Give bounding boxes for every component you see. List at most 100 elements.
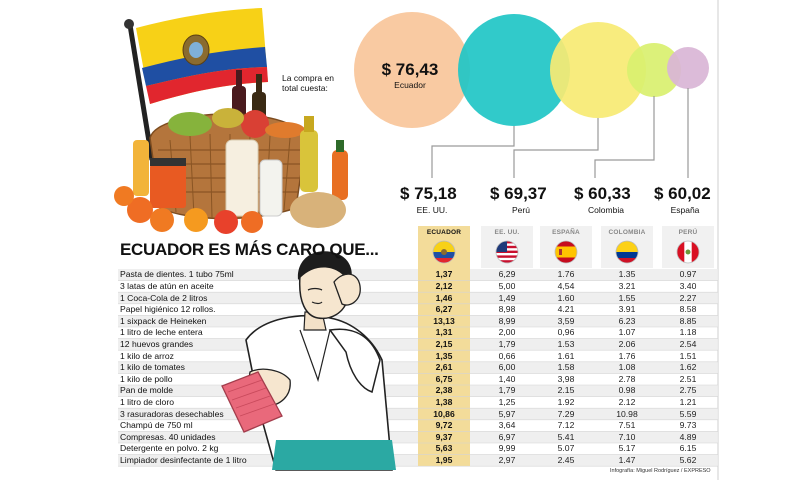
price-country-ecuador: Ecuador — [394, 80, 426, 90]
table-cell: 1.47 — [618, 455, 636, 465]
table-cell: 9,37 — [435, 431, 453, 442]
row-label: 1 litro de leche entera — [120, 327, 203, 338]
table-cell: 2,12 — [435, 281, 453, 291]
table-cell: 2.51 — [679, 373, 697, 384]
table-cell: 7.10 — [618, 431, 636, 442]
table-cell: 1,35 — [435, 350, 453, 361]
table-cell: 10,86 — [433, 408, 455, 419]
table-cell: 3.40 — [679, 281, 697, 291]
column-header-ecuador: ECUADOR — [426, 229, 462, 236]
table-cell: 4,54 — [557, 281, 575, 291]
table-cell: 1,40 — [498, 373, 516, 384]
table-cell: 1.55 — [618, 292, 636, 303]
table-cell: 0,96 — [557, 327, 575, 338]
table-cell: 5.59 — [679, 408, 697, 419]
table-cell: 2.78 — [618, 373, 636, 384]
table-cell: 1,49 — [498, 292, 516, 303]
table-cell: 8,99 — [498, 315, 516, 326]
row-label: 1 sixpack de Heineken — [120, 315, 207, 326]
price-country-peru: Perú — [512, 205, 530, 215]
price-country-espana: España — [670, 205, 700, 215]
row-label: 1 kilo de pollo — [120, 373, 173, 384]
table-cell: 6,27 — [435, 304, 453, 315]
bubble-eeuu — [458, 14, 570, 126]
table-cell: 1.18 — [679, 327, 697, 338]
table-cell: 9,72 — [435, 420, 453, 431]
chart-title: ECUADOR ES MÁS CARO QUE... — [120, 240, 379, 259]
row-label: Pan de molde — [120, 385, 174, 396]
table-cell: 2,97 — [498, 455, 516, 465]
column-header-eeuu: EE. UU. — [494, 229, 520, 236]
table-cell: 9.73 — [679, 420, 697, 431]
table-cell: 1.61 — [557, 350, 575, 361]
flag-blue — [142, 47, 267, 86]
table-cell: 1.58 — [557, 362, 575, 373]
table-cell: 0.98 — [618, 385, 636, 396]
table-cell: 0.97 — [679, 269, 697, 280]
table-cell: 2,61 — [435, 362, 453, 373]
bubble-connectors — [431, 88, 689, 178]
table-cell: 6.15 — [679, 443, 697, 454]
table-cell: 2.15 — [557, 385, 575, 396]
colombia-flag-icon — [615, 240, 639, 264]
price-eeuu: $ 75,18 — [400, 184, 457, 203]
row-label: 3 latas de atún en aceite — [120, 281, 214, 291]
table-cell: 5.62 — [679, 455, 697, 465]
table-cell: 3.21 — [618, 281, 636, 291]
price-colombia: $ 60,33 — [574, 184, 631, 203]
table-cell: 5,00 — [498, 281, 516, 291]
table-cell: 6,00 — [498, 362, 516, 373]
table-cell: 7.51 — [618, 420, 636, 431]
table-cell: 0,66 — [498, 350, 516, 361]
table-cell: 1.60 — [557, 292, 575, 303]
price-ecuador: $ 76,43 — [381, 60, 439, 79]
row-label: 3 rasuradoras desechables — [120, 408, 224, 419]
row-label: Pasta de dientes. 1 tubo 75ml — [120, 269, 234, 280]
column-header-espana: ESPAÑA — [552, 229, 580, 236]
row-label: Detergente en polvo. 2 kg — [120, 443, 219, 454]
table-cell: 6.23 — [618, 315, 636, 326]
ecuador-column-highlight — [418, 226, 470, 467]
price-country-eeuu: EE. UU. — [416, 205, 448, 215]
table-cell: 1,37 — [435, 269, 453, 280]
table-cell: 3,64 — [498, 420, 516, 431]
row-label: 1 kilo de arroz — [120, 350, 174, 361]
table-cell: 10.98 — [616, 408, 638, 419]
table-cell: 5.41 — [557, 431, 575, 442]
ecuador-flag-illustration — [124, 8, 268, 161]
usa-flag-icon — [495, 240, 519, 264]
table-cell: 1.62 — [679, 362, 697, 373]
table-cell: 6,29 — [498, 269, 516, 280]
table-cell: 1,79 — [498, 339, 516, 349]
table-cell: 8,98 — [498, 304, 516, 315]
column-header-colombia: COLOMBIA — [608, 229, 646, 236]
table-cell: 8.58 — [679, 304, 697, 315]
table-cell: 8.85 — [679, 315, 697, 326]
table-cell: 1.76 — [618, 350, 636, 361]
price-espana: $ 60,02 — [654, 184, 711, 203]
table-cell: 1,38 — [435, 397, 453, 407]
table-cell: 2.27 — [679, 292, 697, 303]
table-cell: 1.92 — [557, 397, 575, 407]
table-cell: 1,95 — [435, 455, 453, 465]
table-cell: 2.75 — [679, 385, 697, 396]
bubble-colombia — [627, 43, 681, 97]
table-cell: 3,59 — [557, 315, 575, 326]
table-cell: 1.35 — [618, 269, 636, 280]
table-cell: 4.21 — [557, 304, 575, 315]
table-cell: 2,00 — [498, 327, 516, 338]
table-cell: 2,15 — [435, 339, 453, 349]
food-basket-illustration — [114, 70, 348, 234]
table-cell: 2.06 — [618, 339, 636, 349]
total-label: La compra en total cuesta: — [282, 73, 334, 93]
price-bubbles — [354, 12, 709, 128]
table-cell: 6,97 — [498, 431, 516, 442]
table-cell: 2.45 — [557, 455, 575, 465]
row-label: 1 kilo de tomates — [120, 362, 185, 373]
table-cell: 1,79 — [498, 385, 516, 396]
bubble-peru — [550, 22, 646, 118]
table-cell: 2.12 — [618, 397, 636, 407]
table-cell: 4.89 — [679, 431, 697, 442]
